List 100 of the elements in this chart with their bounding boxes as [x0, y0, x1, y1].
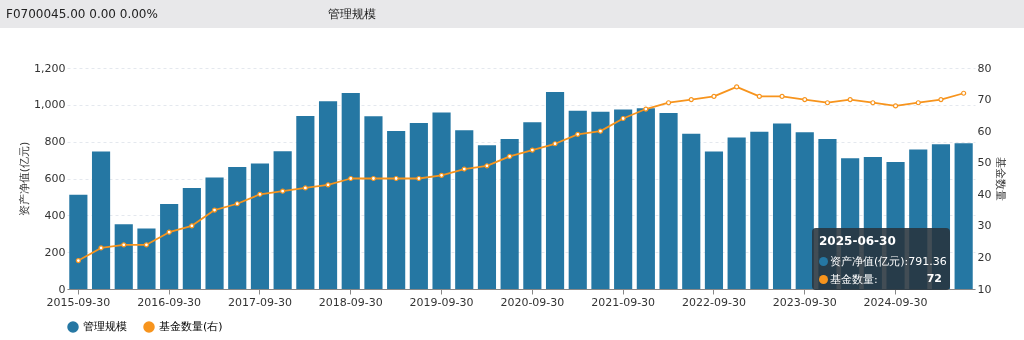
point: [370, 175, 377, 182]
point: [189, 223, 195, 229]
y2-tick-label: 40: [977, 187, 992, 201]
point: [688, 96, 694, 103]
bar: [568, 110, 587, 289]
bar: [205, 177, 224, 289]
point: [824, 100, 831, 106]
bar: [636, 108, 655, 289]
chart-subtitle: F0700045.00 0.00 0.00%: [6, 6, 158, 23]
annotation: 72: [926, 272, 942, 285]
bar: [750, 131, 769, 289]
x-tick-label: 2016-09-30: [137, 295, 202, 309]
bar: [500, 139, 519, 289]
bar: [954, 143, 973, 289]
point: [166, 229, 172, 235]
point: [257, 191, 263, 197]
y-tick-label: 1,200: [34, 61, 66, 75]
point: [121, 242, 127, 248]
bar: [591, 111, 610, 289]
point: [416, 175, 422, 182]
point: [348, 175, 354, 182]
y2-tick-label: 30: [977, 219, 992, 233]
point: [961, 90, 967, 96]
point: [98, 245, 104, 251]
bar: [387, 130, 406, 289]
point: [393, 175, 399, 182]
y-tick-label: 600: [44, 172, 66, 185]
point: [280, 188, 286, 194]
x-tick-label: 2021-09-30: [591, 295, 656, 309]
point: [915, 100, 921, 106]
point: [75, 257, 81, 264]
y2-axis-title: 基金数量: [994, 157, 1008, 201]
point: [892, 103, 899, 109]
bar: [364, 116, 383, 289]
y2-tick-label: 20: [977, 250, 992, 264]
bar: [160, 203, 179, 289]
bar: [250, 163, 270, 289]
point: [620, 115, 626, 122]
y2-tick-label: 60: [977, 124, 992, 138]
annotation: 基金数量:: [829, 272, 878, 287]
bar: [114, 224, 133, 289]
y-tick-label: 200: [44, 245, 66, 259]
chart-title: 管理规模: [328, 6, 376, 23]
point: [552, 141, 558, 147]
bar: [614, 109, 633, 289]
y-tick-label: 400: [44, 208, 66, 222]
bar: [795, 132, 814, 289]
point: [325, 182, 331, 188]
y2-tick-label: 50: [977, 156, 992, 170]
bar: [545, 91, 565, 289]
point: [847, 96, 853, 103]
legend-label: 基金数量(右): [159, 320, 223, 333]
y2-tick-label: 10: [977, 282, 992, 296]
y2-tick-label: 70: [977, 93, 992, 107]
point: [756, 93, 762, 100]
point: [597, 128, 604, 134]
annotation: 资产净值(亿元):791.36: [829, 254, 947, 269]
x-tick-label: 2015-09-30: [46, 295, 111, 309]
bar: [523, 122, 542, 289]
x-tick-label: 2020-09-30: [500, 295, 565, 309]
point: [143, 242, 150, 248]
legend-label: 管理规模: [83, 320, 127, 333]
bar: [409, 123, 428, 289]
bar: [772, 123, 792, 289]
y-axis-title: 资产净值(亿元): [18, 141, 32, 217]
x-tick-label: 2017-09-30: [227, 295, 292, 309]
bar: [659, 112, 678, 289]
point: [711, 93, 717, 100]
x-tick-label: 2019-09-30: [409, 295, 474, 309]
bar: [228, 167, 247, 289]
point: [529, 147, 535, 153]
point: [665, 100, 672, 106]
x-tick-label: 2024-09-30: [863, 295, 928, 309]
x-tick-label: 2018-09-30: [318, 295, 383, 309]
bar: [727, 137, 746, 289]
annotation: 2025-06-30: [819, 234, 896, 248]
point: [643, 106, 649, 112]
point: [779, 93, 785, 100]
y-tick-label: 800: [44, 135, 66, 149]
bar: [682, 133, 701, 289]
point: [438, 172, 445, 178]
x-tick-label: 2022-09-30: [681, 295, 746, 309]
bar: [137, 228, 156, 289]
bar: [91, 151, 111, 289]
point: [302, 185, 308, 191]
point: [461, 166, 467, 172]
point: [507, 153, 513, 159]
bar: [296, 116, 315, 289]
bar: [318, 101, 338, 289]
point: [234, 201, 240, 207]
bar: [273, 151, 292, 289]
y2-tick-label: 80: [977, 61, 992, 75]
bar: [704, 151, 724, 289]
y-tick-label: 1,000: [34, 98, 66, 112]
bar: [69, 194, 88, 289]
bar: [182, 188, 201, 289]
point: [938, 96, 944, 103]
bar: [477, 145, 497, 289]
point: [484, 163, 490, 169]
point: [870, 100, 876, 106]
